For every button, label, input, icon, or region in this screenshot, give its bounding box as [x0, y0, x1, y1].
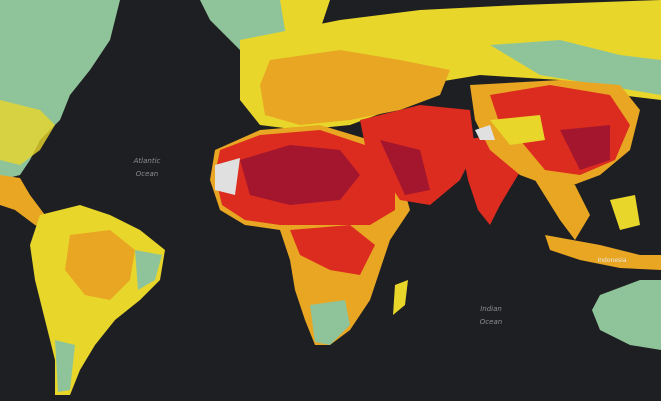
- ocean-label: Ocean: [136, 170, 158, 178]
- south-america-coast: [135, 250, 162, 290]
- tibet: [490, 115, 545, 145]
- north-america-east: [0, 100, 55, 165]
- southeast-asia: [535, 180, 590, 240]
- indonesia: [545, 235, 661, 270]
- disputed: [475, 125, 495, 140]
- siberia: [490, 40, 661, 95]
- sahara: [240, 145, 360, 205]
- place-label: Indonesia: [597, 257, 626, 264]
- ocean-label: Indian: [480, 305, 502, 313]
- central-africa: [290, 225, 375, 275]
- south-africa: [310, 300, 350, 345]
- ocean-label: Atlantic: [133, 157, 161, 165]
- ocean-label: Ocean: [480, 318, 502, 326]
- australia: [592, 280, 661, 350]
- arabia: [380, 140, 430, 195]
- china-east: [560, 125, 610, 170]
- madagascar: [393, 280, 408, 315]
- europe: [260, 50, 450, 125]
- western-sahara: [215, 158, 240, 195]
- south-america-south: [55, 340, 75, 392]
- south-america-interior: [65, 230, 135, 300]
- philippines: [610, 195, 640, 230]
- scandinavia: [280, 0, 330, 45]
